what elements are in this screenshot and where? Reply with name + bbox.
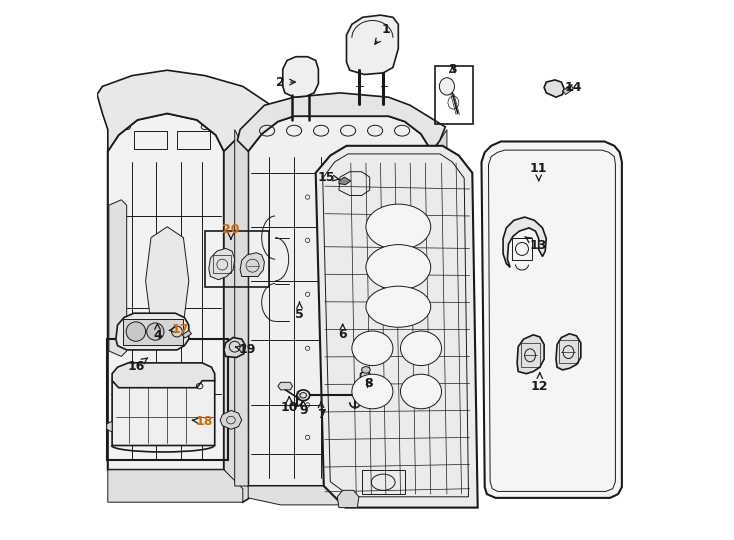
Text: 8: 8 [364,377,372,390]
Bar [330,459,370,486]
Bar [521,343,539,367]
Polygon shape [283,57,319,97]
Ellipse shape [440,78,454,95]
Bar [362,470,404,494]
Polygon shape [106,421,112,432]
Ellipse shape [362,367,370,373]
Polygon shape [517,335,544,374]
Polygon shape [360,370,370,388]
Text: 18: 18 [192,415,213,428]
Polygon shape [544,80,564,97]
Polygon shape [109,200,127,356]
Polygon shape [240,253,264,276]
Ellipse shape [366,245,431,290]
Bar [123,319,184,345]
Bar [512,238,532,260]
Text: 16: 16 [127,358,148,373]
Polygon shape [339,177,351,185]
Bar [106,339,228,460]
Polygon shape [248,116,432,486]
Polygon shape [112,381,215,446]
Bar [177,131,211,148]
Polygon shape [220,410,241,429]
Text: 20: 20 [222,223,240,239]
Polygon shape [145,227,189,335]
Bar [205,231,269,287]
Ellipse shape [126,322,145,341]
Ellipse shape [401,331,442,366]
Bar [435,66,473,124]
Polygon shape [235,130,248,486]
Text: 13: 13 [525,237,548,252]
Text: 15: 15 [318,171,338,184]
Ellipse shape [401,374,442,409]
Text: 1: 1 [375,23,390,44]
Polygon shape [562,85,573,94]
Bar [213,255,231,273]
Polygon shape [503,217,546,267]
Polygon shape [338,490,359,508]
Polygon shape [116,313,189,350]
Text: 3: 3 [448,63,457,76]
Text: 5: 5 [295,302,304,321]
Ellipse shape [297,390,310,401]
Text: 9: 9 [299,401,308,417]
Polygon shape [182,330,192,338]
Text: 2: 2 [276,76,295,89]
Text: 10: 10 [280,397,298,414]
Polygon shape [224,116,264,502]
Polygon shape [432,130,447,486]
Polygon shape [97,70,275,151]
Polygon shape [224,338,245,357]
Ellipse shape [352,331,393,366]
Polygon shape [108,470,243,502]
Text: 17: 17 [169,323,189,336]
Polygon shape [346,15,399,75]
Polygon shape [208,248,235,280]
Polygon shape [237,93,446,151]
Ellipse shape [366,286,431,327]
Bar [559,340,578,363]
Text: 14: 14 [564,81,582,94]
Polygon shape [482,141,622,498]
Ellipse shape [352,374,393,409]
Polygon shape [316,146,478,508]
Text: 7: 7 [317,402,325,421]
Polygon shape [112,363,215,390]
Bar [134,131,167,148]
Text: 19: 19 [236,343,256,356]
Polygon shape [278,382,292,390]
Ellipse shape [147,323,164,340]
Text: 4: 4 [153,323,162,342]
Text: 6: 6 [338,325,347,341]
Text: 12: 12 [531,373,548,393]
Ellipse shape [366,204,431,249]
Polygon shape [248,486,432,505]
Polygon shape [556,334,581,370]
Polygon shape [108,113,224,470]
Text: 11: 11 [530,162,548,181]
